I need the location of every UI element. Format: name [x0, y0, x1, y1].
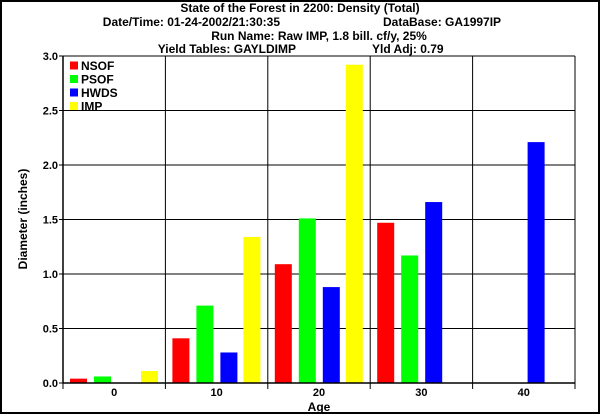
bar-psof-age-30	[401, 255, 419, 383]
legend-label-psof: PSOF	[81, 73, 114, 87]
bar-hwds-age-40	[527, 142, 545, 383]
bar-psof-age-20	[298, 218, 316, 383]
subtitle-database: DataBase: GA1997IP	[383, 15, 501, 29]
y-tick-label: 0.5	[43, 324, 58, 336]
x-axis-label: Age	[308, 400, 331, 414]
y-tick-label: 1.5	[43, 215, 58, 227]
x-tick-label: 20	[313, 387, 325, 399]
subtitle-yield-tables: Yield Tables: GAYLDIMP	[158, 42, 296, 56]
legend-swatch-psof	[70, 75, 78, 83]
bar-nsof-age-0	[70, 378, 87, 383]
legend-swatch-imp	[70, 102, 78, 110]
legend-label-imp: IMP	[81, 100, 102, 114]
bar-imp-age-0	[141, 371, 158, 383]
subtitle-yld-adj: Yld Adj: 0.79	[372, 42, 444, 56]
chart-title: State of the Forest in 2200: Density (To…	[180, 1, 419, 15]
subtitle-datetime: Date/Time: 01-24-2002/21:30:35	[103, 15, 281, 29]
bar-hwds-age-20	[322, 287, 340, 383]
bar-nsof-age-20	[274, 264, 292, 383]
bar-nsof-age-30	[377, 222, 395, 383]
y-tick-label: 2.0	[43, 160, 58, 172]
legend-label-nsof: NSOF	[81, 59, 114, 73]
legend-swatch-nsof	[70, 61, 78, 70]
y-tick-label: 0.0	[43, 378, 58, 390]
x-tick-label: 30	[415, 387, 427, 399]
bar-hwds-age-30	[425, 202, 443, 383]
bar-psof-age-0	[94, 376, 111, 383]
y-tick-label: 2.5	[43, 106, 58, 118]
subtitle-run-name: Run Name: Raw IMP, 1.8 bill. cf/y, 25%	[211, 29, 427, 43]
bar-hwds-age-10	[220, 352, 238, 383]
y-tick-label: 3.0	[43, 51, 58, 63]
x-tick-label: 0	[111, 387, 117, 399]
y-tick-label: 1.0	[43, 269, 58, 281]
x-tick-label: 10	[210, 387, 222, 399]
legend-label-hwds: HWDS	[81, 86, 118, 100]
x-tick-label: 40	[518, 387, 530, 399]
bar-imp-age-20	[345, 64, 363, 383]
bar-nsof-age-10	[172, 338, 190, 383]
bar-imp-age-10	[243, 236, 261, 383]
bar-psof-age-10	[196, 305, 214, 383]
legend-swatch-hwds	[70, 88, 78, 97]
y-axis-label: Diameter (inches)	[16, 169, 30, 270]
